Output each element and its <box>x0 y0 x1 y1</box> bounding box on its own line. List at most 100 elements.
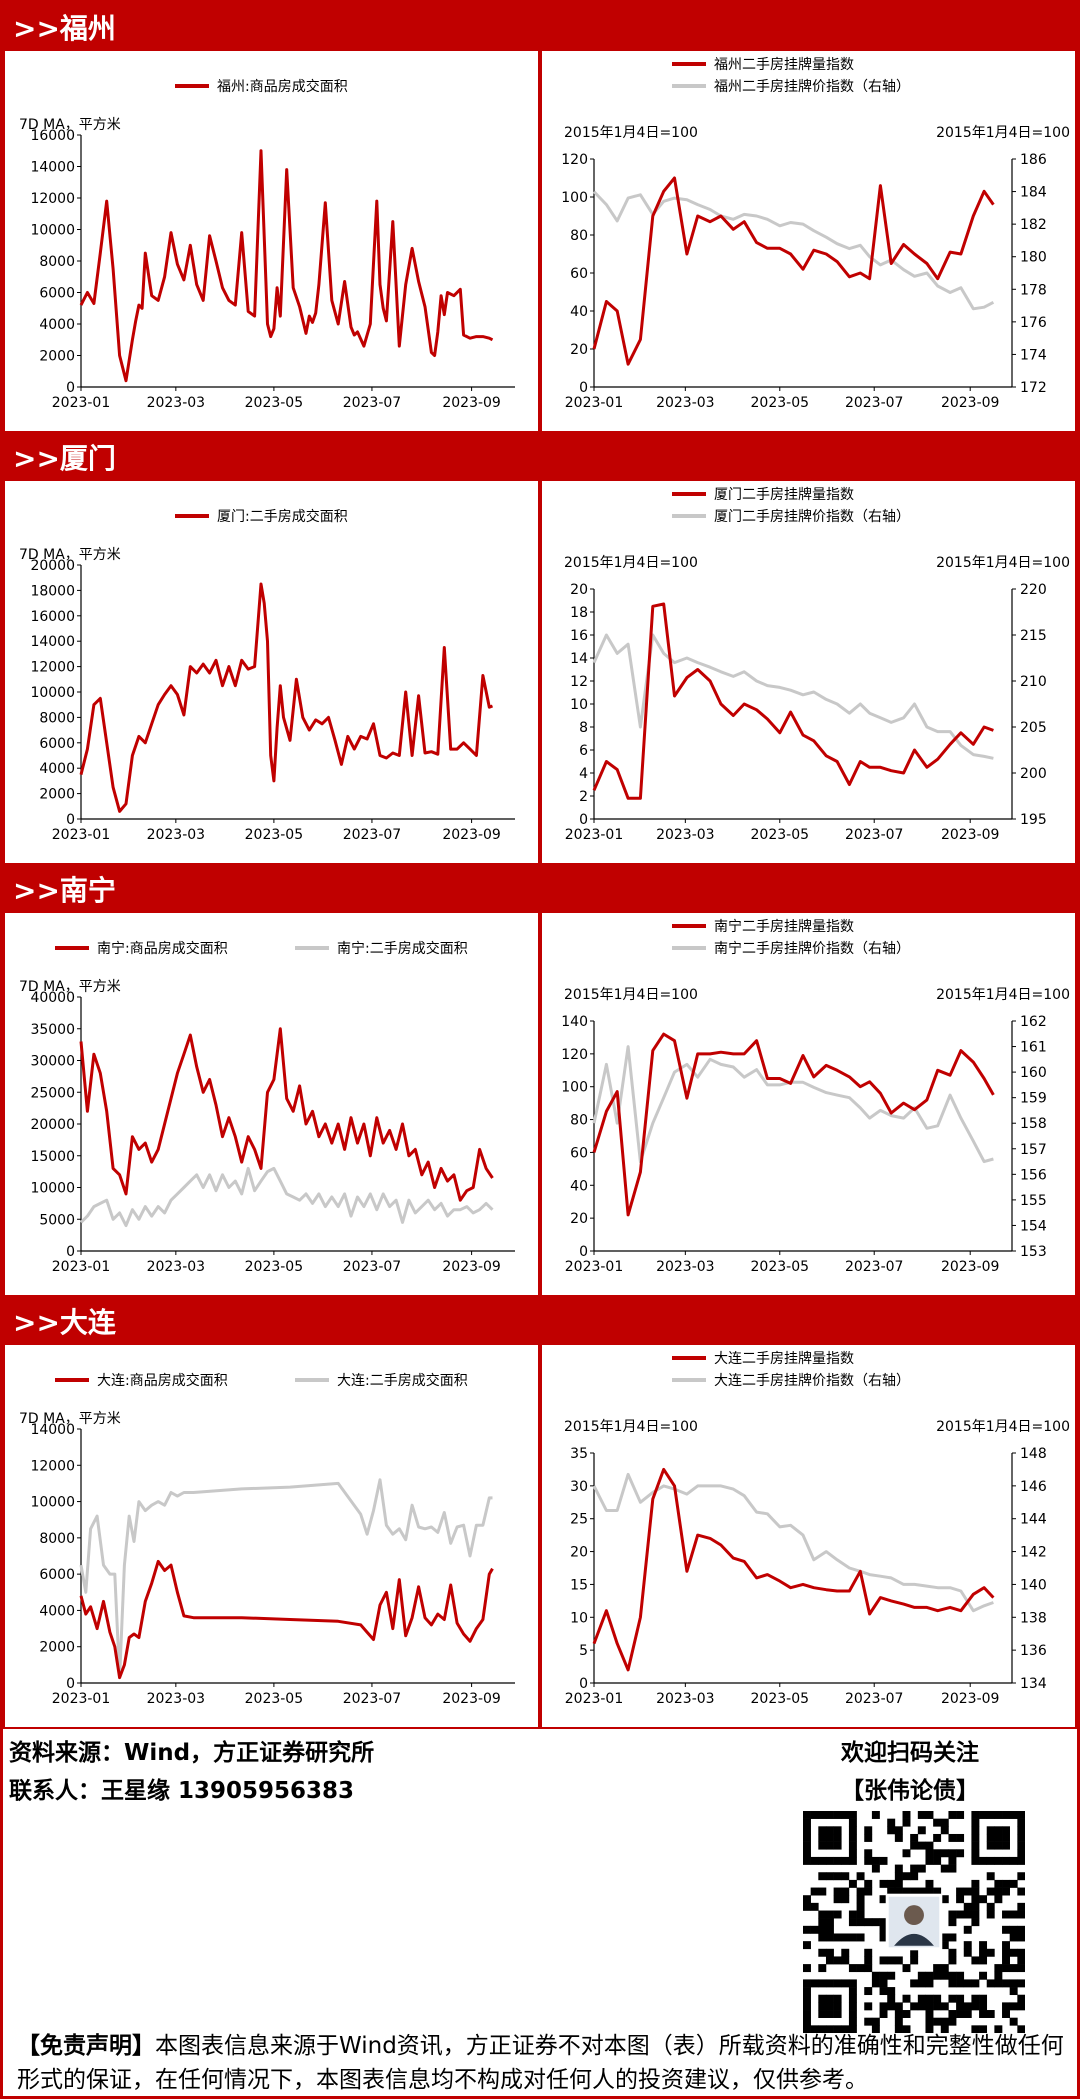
avatar-body <box>894 1933 934 1946</box>
qr-module <box>948 1933 957 1942</box>
qr-module <box>818 1964 827 1973</box>
qr-module <box>971 1841 980 1850</box>
qr-module <box>917 1826 926 1835</box>
y-tick-label: 0 <box>66 1244 75 1260</box>
qr-module <box>971 1918 980 1927</box>
x-tick-label: 2023-03 <box>147 1259 206 1275</box>
y-tick-label: 10000 <box>30 685 75 701</box>
y-tick-label: 80 <box>570 1113 588 1129</box>
qr-module <box>910 2002 919 2011</box>
y2-tick-label: 162 <box>1020 1014 1047 1030</box>
qr-module <box>994 2025 1003 2034</box>
qr-module <box>902 2010 911 2018</box>
qr-module <box>917 1971 926 1980</box>
y2-tick-label: 161 <box>1020 1040 1047 1056</box>
y-tick-label: 20 <box>570 342 588 358</box>
qr-module <box>963 1941 972 1950</box>
qr-module <box>803 2010 811 2018</box>
legend-label: 南宁:商品房成交面积 <box>97 940 228 957</box>
qr-module <box>986 1902 995 1911</box>
qr-module <box>833 1887 842 1896</box>
qr-module <box>848 1964 857 1973</box>
x-tick-label: 2023-05 <box>751 827 810 843</box>
qr-module <box>864 1833 873 1842</box>
x-tick-label: 2023-01 <box>565 1259 624 1275</box>
y-tick-label: 140 <box>561 1014 588 1030</box>
qr-module <box>803 1994 811 2003</box>
qr-module <box>994 1879 1003 1888</box>
y-tick-label: 4 <box>579 766 588 782</box>
qr-module <box>879 1987 888 1996</box>
qr-module <box>940 1864 949 1873</box>
y-tick-label: 0 <box>66 1676 75 1692</box>
qr-module <box>925 1979 934 1988</box>
follow-text: 欢迎扫码关注 <box>841 1740 979 1766</box>
qr-module <box>825 1918 834 1927</box>
qr-module <box>994 1964 1003 1973</box>
qr-module <box>925 2002 934 2011</box>
y-tick-label: 12000 <box>30 191 75 207</box>
qr-module <box>841 1979 850 1988</box>
qr-module <box>848 1933 857 1942</box>
qr-module <box>971 1887 980 1896</box>
chart-nn-area: 南宁:商品房成交面积 南宁:二手房成交面积 7D MA，平方米 0 5000 10000 1… <box>19 940 515 1275</box>
qr-module <box>948 1948 957 1957</box>
qr-module <box>1017 1925 1026 1934</box>
qr-module <box>818 1925 827 1934</box>
qr-module <box>1017 1818 1026 1827</box>
qr-module <box>963 1887 972 1896</box>
qr-module <box>803 2017 811 2026</box>
qr-module <box>848 1910 857 1919</box>
qr-code-icon[interactable] <box>803 1811 1026 2034</box>
qr-module <box>848 1826 857 1835</box>
qr-module <box>956 1994 965 2003</box>
y2-tick-label: 148 <box>1020 1446 1047 1462</box>
qr-module <box>940 1933 949 1942</box>
qr-module <box>810 1902 819 1911</box>
qr-module <box>910 1948 919 1957</box>
y-axis-label: 7D MA，平方米 <box>19 1411 121 1427</box>
x-tick-label: 2023-01 <box>565 395 624 411</box>
x-tick-label: 2023-01 <box>52 395 111 411</box>
qr-module <box>871 1856 880 1865</box>
qr-module <box>925 1994 934 2003</box>
x-tick-label: 2023-03 <box>656 1259 715 1275</box>
y2-tick-label: 220 <box>1020 582 1047 598</box>
series-line <box>592 190 995 311</box>
qr-module <box>818 1948 827 1957</box>
qr-module <box>887 1987 896 1996</box>
y-axis-label: 7D MA，平方米 <box>19 117 121 133</box>
qr-module <box>856 1895 865 1904</box>
qr-module <box>848 2025 857 2034</box>
y2-tick-label: 178 <box>1020 282 1047 298</box>
y-tick-label: 16000 <box>30 128 75 144</box>
account-name: 【张伟论债】 <box>841 1778 979 1804</box>
y-tick-label: 35000 <box>30 1022 75 1038</box>
series-line <box>79 582 494 813</box>
qr-module <box>856 1910 865 1919</box>
legend-label: 福州二手房挂牌价指数（右轴） <box>714 78 910 95</box>
qr-module <box>833 1979 842 1988</box>
qr-module <box>833 1833 842 1842</box>
y2-tick-label: 140 <box>1020 1577 1047 1593</box>
qr-module <box>971 1902 980 1911</box>
qr-module <box>887 1826 896 1835</box>
qr-module <box>902 1872 911 1881</box>
x-tick-label: 2023-05 <box>245 395 304 411</box>
y-tick-label: 40 <box>570 304 588 320</box>
x-tick-label: 2023-05 <box>245 1691 304 1707</box>
qr-module <box>894 2017 903 2026</box>
legend-label: 大连:二手房成交面积 <box>337 1372 468 1389</box>
y-tick-label: 15 <box>570 1577 588 1593</box>
qr-module <box>948 1864 957 1873</box>
qr-module <box>848 1811 857 1819</box>
x-tick-label: 2023-05 <box>751 395 810 411</box>
y-tick-label: 8 <box>579 720 588 736</box>
chart-fz-area: 福州:商品房成交面积 7D MA，平方米 0 2000 4000 6000 8000 1000… <box>19 78 515 411</box>
qr-module <box>864 2002 873 2011</box>
qr-module <box>833 1956 842 1965</box>
y-tick-label: 5000 <box>39 1212 75 1228</box>
qr-module <box>910 1979 919 1988</box>
y-tick-label: 100 <box>561 190 588 206</box>
